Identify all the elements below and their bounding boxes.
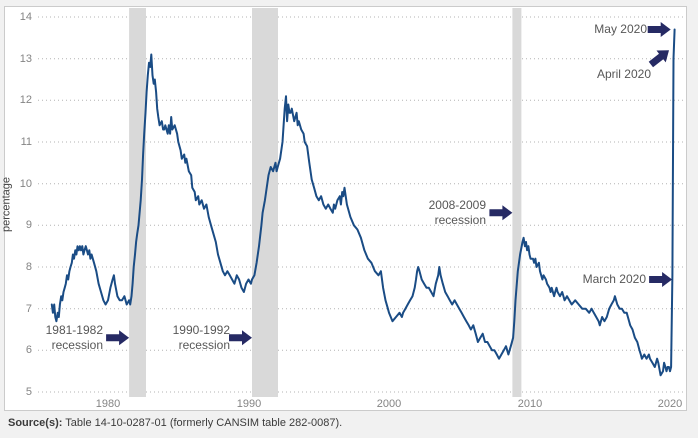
annotation-line: recession <box>178 338 230 352</box>
annotation-line: May 2020 <box>594 22 647 36</box>
source-prefix: Source(s): <box>8 417 63 429</box>
chart-frame <box>4 6 687 411</box>
annotation-line: March 2020 <box>582 272 646 286</box>
y-tick-label: 9 <box>25 219 32 231</box>
annotation-label: May 2020 <box>594 22 647 37</box>
y-tick-label: 14 <box>19 11 32 23</box>
source-note: Source(s): Table 14-10-0287-01 (formerly… <box>8 417 342 429</box>
annotation-label: 1990-1992 recession <box>173 323 230 353</box>
annotation-line: April 2020 <box>596 67 651 81</box>
annotation-line: recession <box>434 213 486 227</box>
y-tick-label: 13 <box>19 53 32 65</box>
y-tick-label: 7 <box>25 303 32 315</box>
y-tick-label: 11 <box>20 136 32 148</box>
annotation-label: March 2020 <box>583 272 646 287</box>
annotation-line: 2008-2009 <box>428 198 486 212</box>
y-tick-label: 12 <box>19 94 32 106</box>
y-tick-label: 10 <box>19 178 32 190</box>
annotation-label: April 2020 <box>597 67 651 82</box>
x-tick-label: 1980 <box>95 398 121 410</box>
x-tick-label: 1990 <box>236 398 262 410</box>
annotation-line: 1990-1992 <box>172 323 230 337</box>
y-tick-label: 5 <box>25 386 32 398</box>
x-tick-label: 2000 <box>376 398 402 410</box>
x-tick-label: 2010 <box>517 398 543 410</box>
y-tick-label: 8 <box>25 261 32 273</box>
y-tick-label: 6 <box>25 344 32 356</box>
x-tick-label: 2020 <box>657 398 683 410</box>
annotation-line: 1981-1982 <box>45 323 103 337</box>
annotation-label: 2008-2009 recession <box>429 198 486 228</box>
annotation-label: 1981-1982 recession <box>46 323 103 353</box>
source-text: Table 14-10-0287-01 (formerly CANSIM tab… <box>62 417 343 429</box>
annotation-line: recession <box>51 338 103 352</box>
